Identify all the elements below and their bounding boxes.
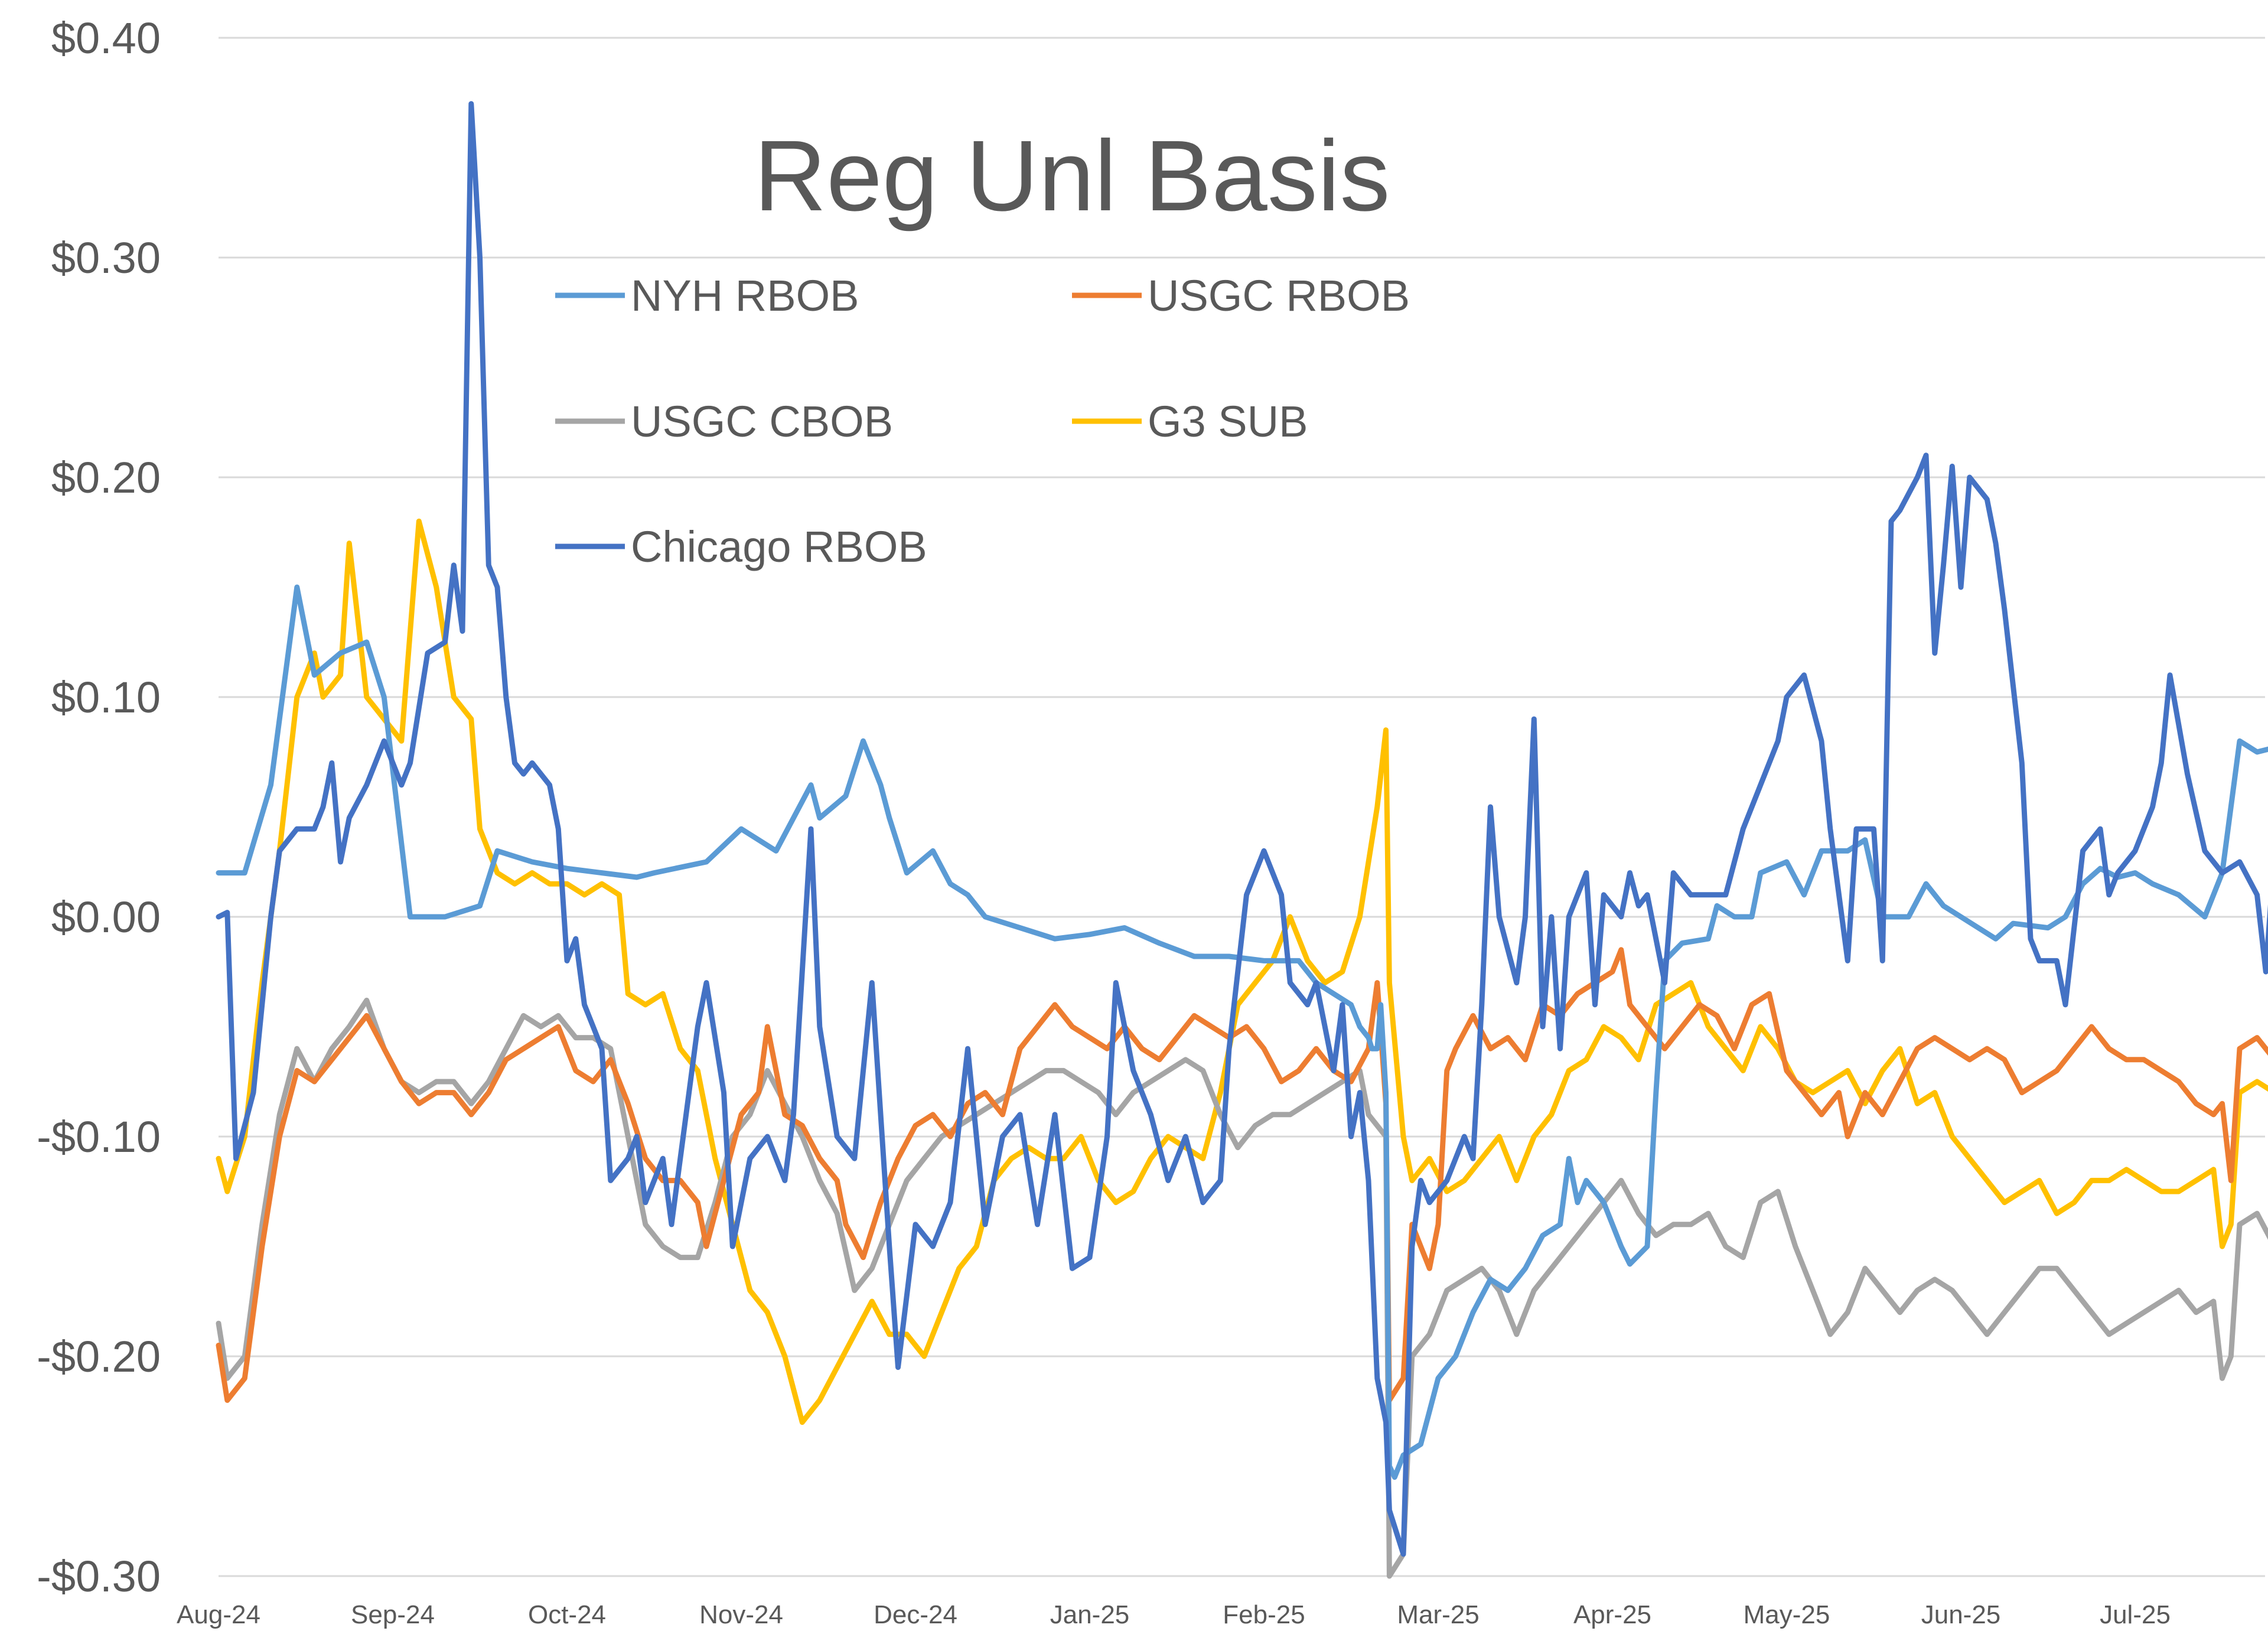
legend-label: NYH RBOB <box>631 271 859 320</box>
chart-title: Reg Unl Basis <box>754 120 1390 232</box>
x-tick-label: Dec-24 <box>874 1600 957 1629</box>
series-lines <box>216 101 2268 1579</box>
x-tick-label: Mar-25 <box>1397 1600 1479 1629</box>
legend-label: USGC CBOB <box>631 397 893 446</box>
legend-label: USGC RBOB <box>1148 271 1410 320</box>
x-tick-label: Jul-25 <box>2100 1600 2171 1629</box>
y-axis-tick-labels: $0.40 $0.30 $0.20 $0.10 $0.00 -$0.10 -$0.20 -$0… <box>37 14 161 1601</box>
series-line-nyh-rbob <box>216 584 2268 1480</box>
x-tick-label: Jan-25 <box>1050 1600 1130 1629</box>
legend-label: G3 SUB <box>1148 397 1308 446</box>
x-tick-label: May-25 <box>1744 1600 1830 1629</box>
y-tick-label: $0.20 <box>51 453 161 502</box>
x-tick-label: Nov-24 <box>699 1600 783 1629</box>
y-tick-label: $0.00 <box>51 893 161 942</box>
legend: NYH RBOB USGC RBOB USGC CBOB G3 SUB Chicago … <box>555 271 1410 571</box>
x-tick-label: Jun-25 <box>1921 1600 2001 1629</box>
y-tick-label: $0.10 <box>51 673 161 722</box>
x-tick-label: Sep-24 <box>351 1600 435 1629</box>
y-tick-label: -$0.30 <box>37 1552 161 1601</box>
x-tick-label: Aug-24 <box>177 1600 260 1629</box>
x-tick-label: Feb-25 <box>1223 1600 1305 1629</box>
series-line-chicago-rbob <box>216 101 2268 1557</box>
y-tick-label: $0.30 <box>51 233 161 282</box>
series-line-usgc-cbob <box>216 997 2268 1579</box>
legend-label: Chicago RBOB <box>631 522 927 571</box>
x-axis-tick-labels: Aug-24 Sep-24 Oct-24 Nov-24 Dec-24 Jan-25 Feb-… <box>177 1600 2171 1629</box>
x-tick-label: Apr-25 <box>1573 1600 1651 1629</box>
y-tick-label: -$0.20 <box>37 1332 161 1381</box>
y-tick-label: $0.40 <box>51 14 161 63</box>
x-tick-label: Oct-24 <box>528 1600 606 1629</box>
y-tick-label: -$0.10 <box>37 1112 161 1161</box>
